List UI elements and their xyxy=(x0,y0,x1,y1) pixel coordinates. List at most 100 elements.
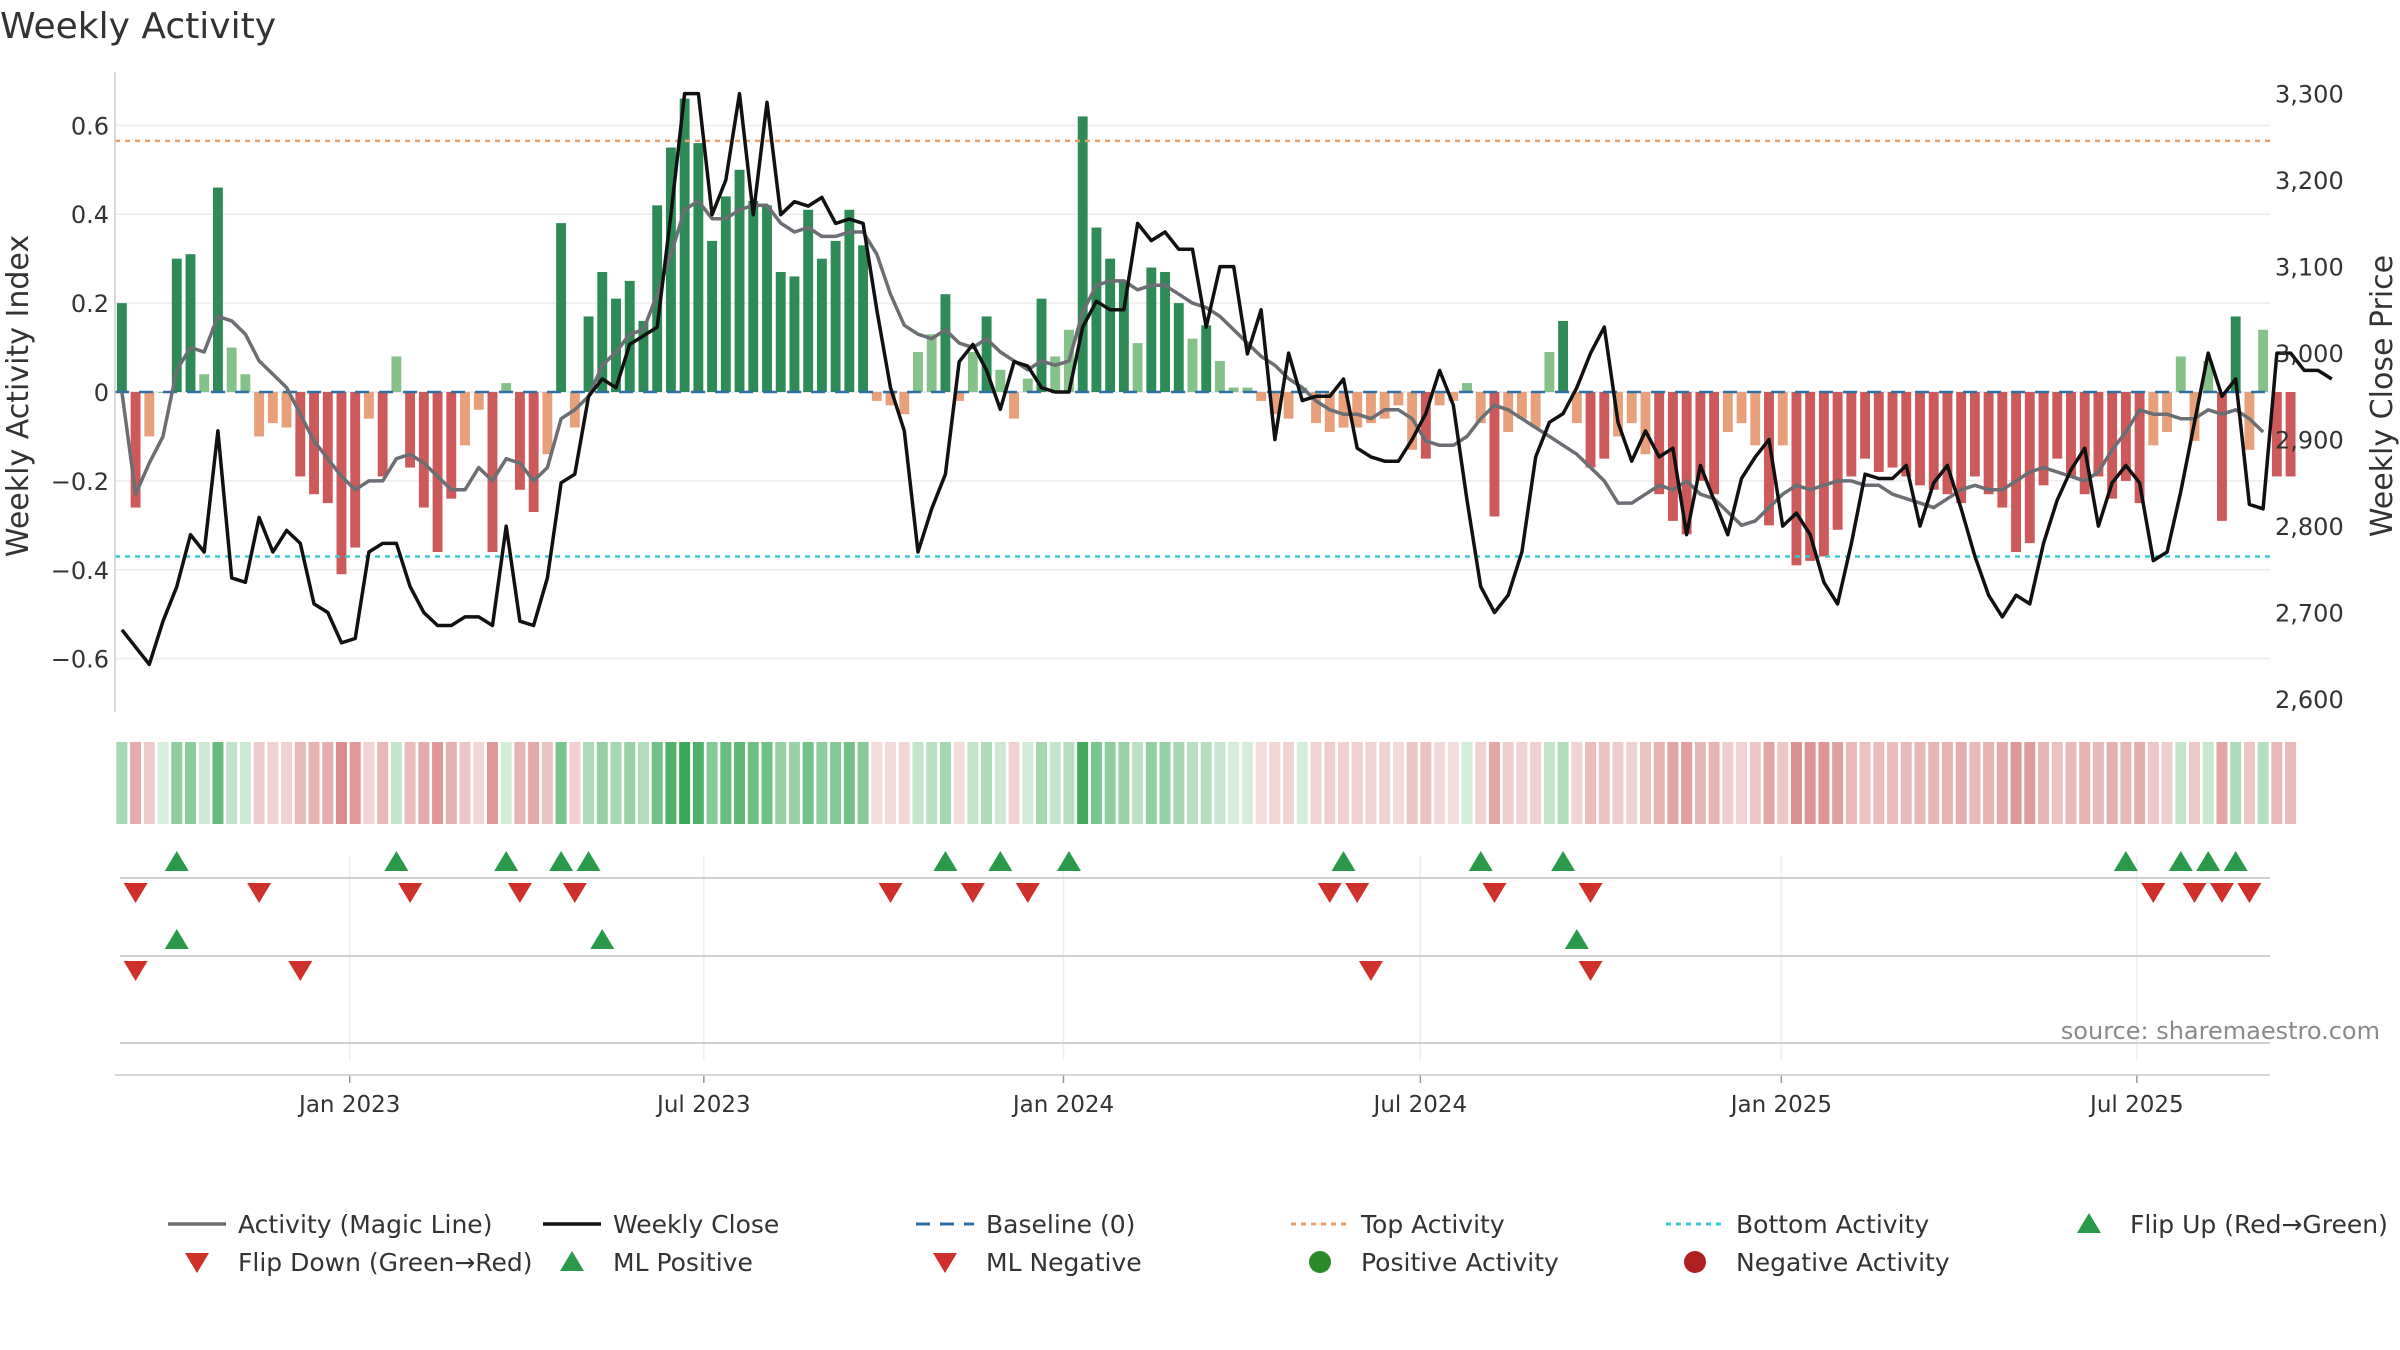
activity-bar xyxy=(1132,343,1143,392)
legend-label: ML Negative xyxy=(986,1248,1142,1277)
heat-cell xyxy=(1873,742,1885,824)
flip-up-marker xyxy=(549,851,574,871)
heat-cell xyxy=(747,742,759,824)
heat-cell xyxy=(2065,742,2077,824)
activity-bar xyxy=(267,392,278,424)
flip-up-marker xyxy=(2168,851,2193,871)
y-right-tick-label: 3,000 xyxy=(2275,340,2344,368)
heat-cell xyxy=(185,742,196,824)
activity-bar xyxy=(1777,392,1788,446)
activity-bar xyxy=(1022,378,1033,392)
x-axis: Jan 2023 Jul 2023 Jan 2024 Jul 2024 Jan 2025… xyxy=(115,1074,2270,1118)
heat-cell xyxy=(816,742,828,824)
heat-cell xyxy=(1214,742,1226,824)
activity-bar xyxy=(2079,392,2090,495)
activity-bars xyxy=(116,98,2296,575)
heat-cell xyxy=(1955,742,1967,824)
activity-bar xyxy=(1050,356,1061,392)
heat-cell xyxy=(1475,742,1487,824)
heat-cell xyxy=(1187,742,1198,824)
heat-cell xyxy=(994,742,1006,824)
heat-cell xyxy=(1241,742,1253,824)
activity-bar xyxy=(1956,392,1967,504)
heat-cell xyxy=(1653,742,1665,824)
flip-up-marker xyxy=(1056,851,1081,871)
activity-bar xyxy=(1269,392,1280,415)
legend-item: ML Positive xyxy=(560,1248,753,1277)
legend-swatch-up-triangle xyxy=(560,1251,584,1271)
heat-cell xyxy=(1337,742,1349,824)
legend-item: Positive Activity xyxy=(1309,1248,1559,1277)
ml-positive-marker xyxy=(590,929,615,949)
activity-bar xyxy=(1928,392,1939,490)
ml-positive-marker xyxy=(164,929,189,949)
activity-bar xyxy=(1215,360,1225,392)
activity-bar xyxy=(1681,392,1692,535)
activity-bar xyxy=(1448,392,1459,401)
heat-cell xyxy=(720,742,732,824)
heat-cell xyxy=(1159,742,1171,824)
activity-bar xyxy=(1352,392,1363,428)
heat-cell xyxy=(1777,742,1789,824)
grid xyxy=(115,124,2270,1060)
activity-bar xyxy=(1365,392,1376,424)
flip-down-marker xyxy=(878,883,903,903)
activity-bar xyxy=(816,258,827,392)
y-left-tick-label: −0.6 xyxy=(51,646,109,674)
plot-lines xyxy=(115,91,2333,667)
activity-bar xyxy=(1571,392,1582,424)
activity-bar xyxy=(281,392,292,428)
heat-cell xyxy=(116,742,128,824)
activity-bar xyxy=(1887,392,1898,468)
activity-bar xyxy=(1311,392,1321,424)
heat-cell xyxy=(2092,742,2104,824)
activity-bar xyxy=(2285,392,2296,477)
activity-bar xyxy=(1599,392,1610,459)
heat-cell xyxy=(788,742,800,824)
activity-bar xyxy=(446,392,457,499)
y-right-tick-label: 3,200 xyxy=(2275,167,2344,195)
flip-up-marker xyxy=(1331,851,1356,871)
y-left-axis-label: Weekly Activity Index xyxy=(1,235,36,557)
heat-cell xyxy=(1118,742,1130,824)
heat-cell xyxy=(1612,742,1624,824)
activity-bar xyxy=(995,369,1006,392)
activity-bar xyxy=(926,334,937,392)
activity-bar xyxy=(1626,392,1637,424)
legend-item: ML Negative xyxy=(933,1248,1142,1277)
activity-bar xyxy=(2093,392,2104,477)
flip-down-marker xyxy=(1578,883,1603,903)
activity-bar xyxy=(1036,298,1047,392)
heat-cell xyxy=(1228,742,1240,824)
heat-cell xyxy=(2161,742,2173,824)
activity-bar xyxy=(1654,392,1665,495)
y-right-tick-label: 2,800 xyxy=(2275,513,2344,541)
heat-cell xyxy=(1530,742,1542,824)
heat-cell xyxy=(665,742,677,824)
flip-down-marker xyxy=(247,883,272,903)
legend: Activity (Magic Line) Weekly Close Baselin… xyxy=(168,1210,2388,1277)
activity-bar xyxy=(775,272,786,392)
legend-label: Bottom Activity xyxy=(1736,1210,1929,1239)
activity-bar xyxy=(2271,392,2282,477)
signal-rows xyxy=(120,851,2270,1044)
heat-cell xyxy=(1488,742,1500,824)
activity-bar xyxy=(2148,392,2159,446)
source-label: source: sharemaestro.com xyxy=(2061,1017,2380,1045)
heat-cell xyxy=(253,742,265,824)
flip-down-marker xyxy=(2209,883,2234,903)
activity-bar xyxy=(542,392,553,455)
flip-down-marker xyxy=(398,883,423,903)
legend-item: Flip Up (Red→Green) xyxy=(2077,1210,2388,1239)
heat-cell xyxy=(363,742,375,824)
activity-bar xyxy=(2024,392,2035,544)
activity-bar xyxy=(1873,392,1884,472)
activity-bar xyxy=(940,294,951,392)
heat-cell xyxy=(885,742,897,824)
heat-cell xyxy=(130,742,142,824)
activity-bar xyxy=(144,392,155,437)
activity-bar xyxy=(295,392,306,477)
heat-cell xyxy=(1516,742,1528,824)
heat-cell xyxy=(2147,742,2159,824)
activity-bar xyxy=(679,98,690,393)
